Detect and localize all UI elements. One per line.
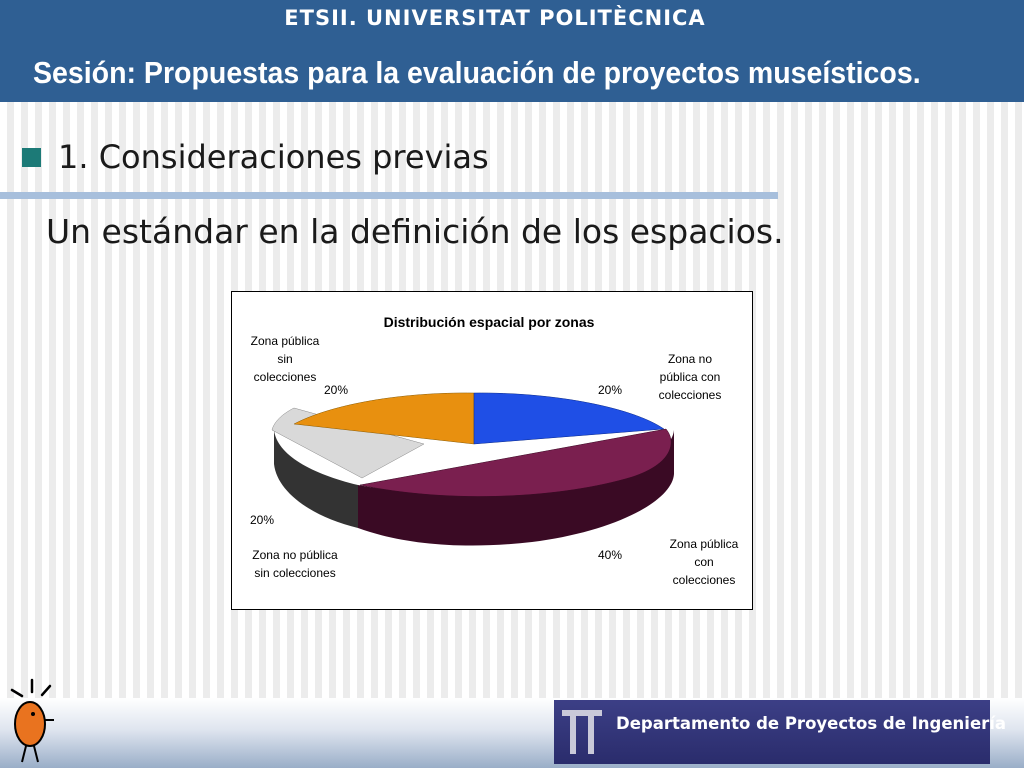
slice-label-zona-publica-sin: Zona pública sin colecciones [251,334,320,384]
slice-percent-3: 20% [250,513,274,527]
slice-label-zona-no-publica-con: Zona no pública con colecciones [659,352,722,402]
slice-label-zona-no-publica-sin: Zona no pública sin colecciones [252,548,338,580]
slice-percent-1: 20% [598,383,622,397]
pie-side-maroon [358,430,674,546]
pie-slice-orange [293,392,475,445]
department-logo: Departamento de Proyectos de Ingeniería [554,700,1006,764]
pie-chart: Distribución espacial por zonas Zona no p… [250,314,739,587]
institution-title: ETSII. UNIVERSITAT POLITÈCNICA [284,6,706,30]
section-divider [0,192,778,199]
department-name: Departamento de Proyectos de Ingeniería [616,714,1007,733]
pie-slice-maroon [359,428,672,497]
square-bullet-icon [22,148,41,167]
slice-label-zona-publica-con: Zona pública con colecciones [670,537,739,587]
slice-percent-2: 40% [598,548,622,562]
pie-slice-blue [473,392,665,445]
section-heading: 1. Consideraciones previas [58,138,489,176]
mascot-icon [10,678,54,763]
header-bar: ETSII. UNIVERSITAT POLITÈCNICA Sesión: P… [0,0,1024,102]
section-subtitle: Un estándar en la definición de los espa… [46,212,784,251]
slice-percent-4: 20% [324,383,348,397]
pi-logo-icon [562,710,602,754]
pie-chart-panel: Distribución espacial por zonas Zona no p… [231,291,753,610]
chart-title: Distribución espacial por zonas [384,314,595,330]
session-title: Sesión: Propuestas para la evaluación de… [33,55,921,90]
pie-side-grey [274,430,358,528]
